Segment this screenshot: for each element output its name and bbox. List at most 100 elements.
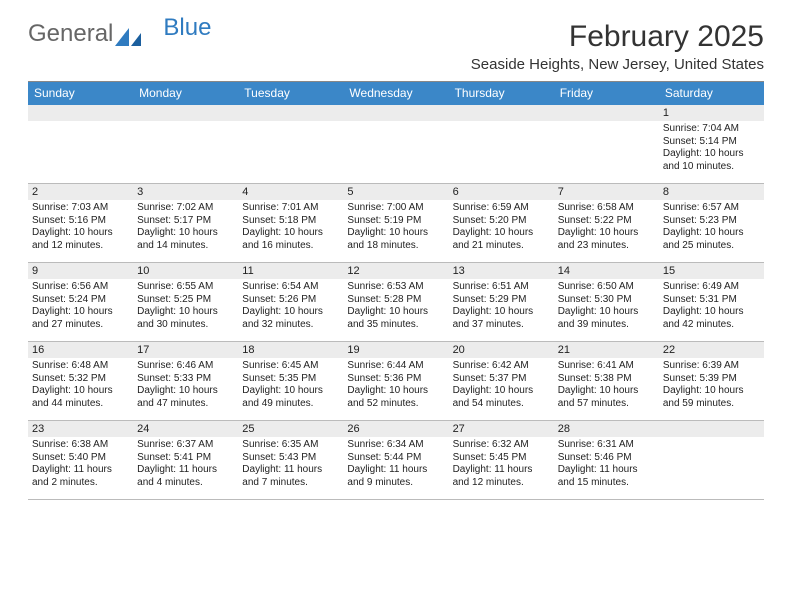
day-cell: 14Sunrise: 6:50 AMSunset: 5:30 PMDayligh… xyxy=(554,263,659,341)
sunrise-text: Sunrise: 6:31 AM xyxy=(558,439,655,452)
day-body xyxy=(28,121,133,179)
sunset-text: Sunset: 5:31 PM xyxy=(663,294,760,307)
day-number xyxy=(554,105,659,121)
daylight-text: Daylight: 10 hours and 54 minutes. xyxy=(453,385,550,410)
daylight-text: Daylight: 11 hours and 9 minutes. xyxy=(347,464,444,489)
sunset-text: Sunset: 5:22 PM xyxy=(558,215,655,228)
day-cell: 21Sunrise: 6:41 AMSunset: 5:38 PMDayligh… xyxy=(554,342,659,420)
daylight-text: Daylight: 10 hours and 27 minutes. xyxy=(32,306,129,331)
sunrise-text: Sunrise: 7:00 AM xyxy=(347,202,444,215)
day-number: 23 xyxy=(28,421,133,437)
sunset-text: Sunset: 5:38 PM xyxy=(558,373,655,386)
sunrise-text: Sunrise: 6:34 AM xyxy=(347,439,444,452)
day-number: 10 xyxy=(133,263,238,279)
sunrise-text: Sunrise: 7:04 AM xyxy=(663,123,760,136)
daylight-text: Daylight: 10 hours and 10 minutes. xyxy=(663,148,760,173)
sunset-text: Sunset: 5:37 PM xyxy=(453,373,550,386)
day-body: Sunrise: 6:59 AMSunset: 5:20 PMDaylight:… xyxy=(449,200,554,255)
daylight-text: Daylight: 11 hours and 2 minutes. xyxy=(32,464,129,489)
day-cell: 27Sunrise: 6:32 AMSunset: 5:45 PMDayligh… xyxy=(449,421,554,499)
day-cell: 17Sunrise: 6:46 AMSunset: 5:33 PMDayligh… xyxy=(133,342,238,420)
day-cell: 24Sunrise: 6:37 AMSunset: 5:41 PMDayligh… xyxy=(133,421,238,499)
day-number: 21 xyxy=(554,342,659,358)
day-number: 15 xyxy=(659,263,764,279)
day-body: Sunrise: 7:02 AMSunset: 5:17 PMDaylight:… xyxy=(133,200,238,255)
sunset-text: Sunset: 5:14 PM xyxy=(663,136,760,149)
day-number: 17 xyxy=(133,342,238,358)
daylight-text: Daylight: 11 hours and 12 minutes. xyxy=(453,464,550,489)
daylight-text: Daylight: 10 hours and 47 minutes. xyxy=(137,385,234,410)
weeks-container: 1Sunrise: 7:04 AMSunset: 5:14 PMDaylight… xyxy=(28,105,764,500)
day-number: 19 xyxy=(343,342,448,358)
sunrise-text: Sunrise: 6:57 AM xyxy=(663,202,760,215)
sunset-text: Sunset: 5:29 PM xyxy=(453,294,550,307)
sunrise-text: Sunrise: 6:56 AM xyxy=(32,281,129,294)
sunset-text: Sunset: 5:28 PM xyxy=(347,294,444,307)
sunset-text: Sunset: 5:16 PM xyxy=(32,215,129,228)
sunrise-text: Sunrise: 6:54 AM xyxy=(242,281,339,294)
day-body xyxy=(238,121,343,179)
day-cell: 26Sunrise: 6:34 AMSunset: 5:44 PMDayligh… xyxy=(343,421,448,499)
day-body: Sunrise: 6:37 AMSunset: 5:41 PMDaylight:… xyxy=(133,437,238,492)
sunrise-text: Sunrise: 6:53 AM xyxy=(347,281,444,294)
sunset-text: Sunset: 5:20 PM xyxy=(453,215,550,228)
day-cell: 7Sunrise: 6:58 AMSunset: 5:22 PMDaylight… xyxy=(554,184,659,262)
daylight-text: Daylight: 10 hours and 42 minutes. xyxy=(663,306,760,331)
day-body xyxy=(659,437,764,495)
sunrise-text: Sunrise: 6:51 AM xyxy=(453,281,550,294)
sunset-text: Sunset: 5:44 PM xyxy=(347,452,444,465)
day-number: 20 xyxy=(449,342,554,358)
day-body: Sunrise: 6:57 AMSunset: 5:23 PMDaylight:… xyxy=(659,200,764,255)
day-number xyxy=(449,105,554,121)
sunrise-text: Sunrise: 6:32 AM xyxy=(453,439,550,452)
day-cell: 1Sunrise: 7:04 AMSunset: 5:14 PMDaylight… xyxy=(659,105,764,183)
sunset-text: Sunset: 5:36 PM xyxy=(347,373,444,386)
daylight-text: Daylight: 10 hours and 32 minutes. xyxy=(242,306,339,331)
day-number: 25 xyxy=(238,421,343,437)
day-number: 11 xyxy=(238,263,343,279)
daylight-text: Daylight: 10 hours and 44 minutes. xyxy=(32,385,129,410)
sunset-text: Sunset: 5:25 PM xyxy=(137,294,234,307)
sunrise-text: Sunrise: 6:39 AM xyxy=(663,360,760,373)
brand-logo: General Blue xyxy=(28,20,211,48)
sunset-text: Sunset: 5:41 PM xyxy=(137,452,234,465)
logo-text-blue: Blue xyxy=(163,14,211,42)
sunset-text: Sunset: 5:30 PM xyxy=(558,294,655,307)
sunrise-text: Sunrise: 6:35 AM xyxy=(242,439,339,452)
weekday-header-cell: Saturday xyxy=(659,82,764,105)
daylight-text: Daylight: 10 hours and 37 minutes. xyxy=(453,306,550,331)
sunrise-text: Sunrise: 6:55 AM xyxy=(137,281,234,294)
week-row: 2Sunrise: 7:03 AMSunset: 5:16 PMDaylight… xyxy=(28,184,764,263)
day-cell: 2Sunrise: 7:03 AMSunset: 5:16 PMDaylight… xyxy=(28,184,133,262)
sunrise-text: Sunrise: 6:59 AM xyxy=(453,202,550,215)
day-body xyxy=(133,121,238,179)
month-title: February 2025 xyxy=(471,20,764,54)
sunset-text: Sunset: 5:43 PM xyxy=(242,452,339,465)
day-number: 27 xyxy=(449,421,554,437)
sunset-text: Sunset: 5:32 PM xyxy=(32,373,129,386)
day-body: Sunrise: 6:55 AMSunset: 5:25 PMDaylight:… xyxy=(133,279,238,334)
daylight-text: Daylight: 10 hours and 25 minutes. xyxy=(663,227,760,252)
logo-text-general: General xyxy=(28,20,113,48)
sunrise-text: Sunrise: 6:45 AM xyxy=(242,360,339,373)
day-body: Sunrise: 6:44 AMSunset: 5:36 PMDaylight:… xyxy=(343,358,448,413)
sunset-text: Sunset: 5:40 PM xyxy=(32,452,129,465)
weekday-header-cell: Monday xyxy=(133,82,238,105)
day-body: Sunrise: 7:04 AMSunset: 5:14 PMDaylight:… xyxy=(659,121,764,176)
day-body: Sunrise: 6:38 AMSunset: 5:40 PMDaylight:… xyxy=(28,437,133,492)
daylight-text: Daylight: 10 hours and 16 minutes. xyxy=(242,227,339,252)
day-body xyxy=(343,121,448,179)
day-number xyxy=(659,421,764,437)
day-body: Sunrise: 6:31 AMSunset: 5:46 PMDaylight:… xyxy=(554,437,659,492)
sunrise-text: Sunrise: 7:02 AM xyxy=(137,202,234,215)
day-number: 12 xyxy=(343,263,448,279)
day-body xyxy=(449,121,554,179)
day-body: Sunrise: 6:50 AMSunset: 5:30 PMDaylight:… xyxy=(554,279,659,334)
sunrise-text: Sunrise: 6:42 AM xyxy=(453,360,550,373)
day-number: 4 xyxy=(238,184,343,200)
sunset-text: Sunset: 5:26 PM xyxy=(242,294,339,307)
day-body: Sunrise: 7:01 AMSunset: 5:18 PMDaylight:… xyxy=(238,200,343,255)
weekday-header-cell: Thursday xyxy=(449,82,554,105)
daylight-text: Daylight: 11 hours and 15 minutes. xyxy=(558,464,655,489)
day-body: Sunrise: 7:00 AMSunset: 5:19 PMDaylight:… xyxy=(343,200,448,255)
